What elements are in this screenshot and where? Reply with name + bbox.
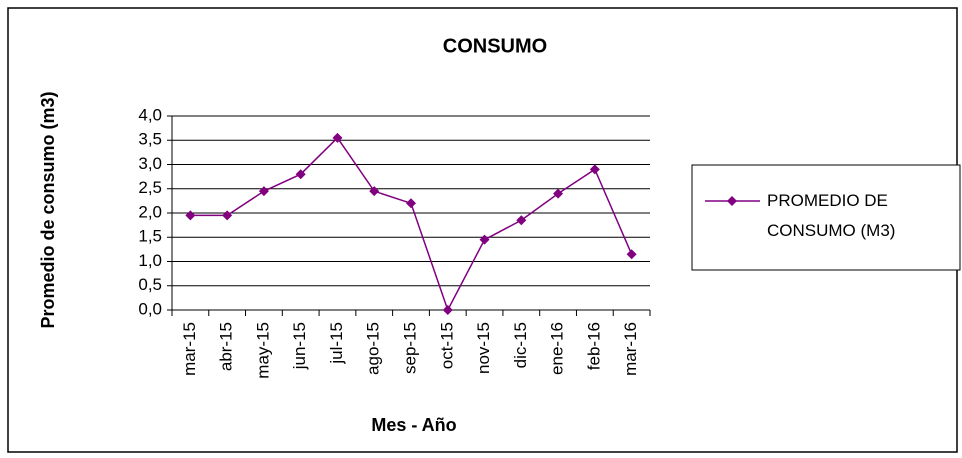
marker — [295, 169, 306, 180]
y-tick-label: 3,5 — [138, 130, 162, 149]
y-tick-label: 1,0 — [138, 251, 162, 270]
x-tick-label: may-15 — [253, 322, 272, 379]
x-tick-label: nov-15 — [474, 322, 493, 374]
x-tick-label: oct-15 — [437, 322, 456, 369]
marker — [479, 234, 490, 245]
marker — [589, 164, 600, 175]
marker — [442, 305, 453, 315]
legend-label: PROMEDIO DE CONSUMO (M3) — [767, 191, 896, 240]
marker — [222, 210, 233, 221]
marker — [626, 249, 637, 260]
marker — [258, 186, 269, 197]
x-tick-label: abr-15 — [217, 322, 236, 371]
chart-title: CONSUMO — [443, 35, 547, 57]
x-tick-label: mar-15 — [180, 322, 199, 376]
x-tick-label: jun-15 — [290, 322, 309, 370]
x-tick-label: sep-15 — [400, 322, 419, 374]
x-tick-label: ago-15 — [364, 322, 383, 375]
y-tick-label: 4,0 — [138, 105, 162, 124]
marker — [516, 215, 527, 226]
y-tick-label: 0,0 — [138, 299, 162, 318]
marker — [369, 186, 380, 197]
x-axis-label: Mes - Año — [371, 415, 456, 435]
marker — [185, 210, 196, 221]
marker — [406, 198, 416, 209]
y-tick-label: 0,5 — [138, 275, 162, 294]
x-tick-label: jul-15 — [327, 322, 346, 365]
x-tick-label: feb-16 — [584, 322, 603, 370]
y-tick-label: 3,0 — [138, 154, 162, 173]
marker — [332, 132, 343, 143]
marker — [553, 188, 564, 199]
y-tick-label: 2,0 — [138, 202, 162, 221]
y-axis-label: Promedio de consumo (m3) — [38, 91, 58, 329]
y-tick-label: 1,5 — [138, 227, 162, 246]
legend-box — [691, 164, 961, 271]
x-tick-label: dic-15 — [511, 322, 530, 368]
y-tick-label: 2,5 — [138, 178, 162, 197]
x-tick-label: mar-16 — [621, 322, 640, 376]
legend-marker — [727, 196, 737, 206]
x-tick-label: ene-16 — [548, 322, 567, 375]
